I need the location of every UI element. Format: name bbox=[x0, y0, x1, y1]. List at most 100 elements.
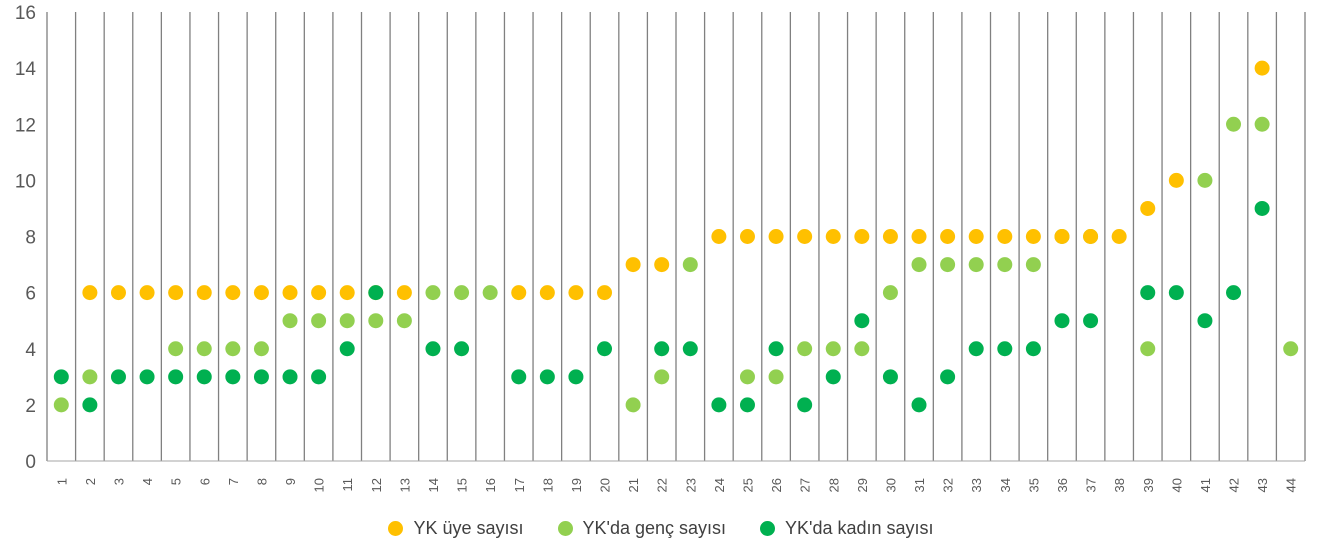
y-tick-label: 16 bbox=[15, 3, 36, 24]
y-tick-label: 14 bbox=[15, 59, 37, 80]
x-tick-label: 14 bbox=[426, 478, 441, 492]
legend-marker-kadin bbox=[760, 521, 776, 536]
data-point bbox=[911, 229, 927, 244]
data-point bbox=[968, 229, 984, 244]
data-point bbox=[196, 285, 212, 301]
x-tick-label: 7 bbox=[226, 478, 241, 485]
x-tick-label: 4 bbox=[140, 478, 155, 485]
x-tick-label: 26 bbox=[769, 478, 784, 492]
x-tick-label: 1 bbox=[54, 478, 69, 485]
legend-marker-genc bbox=[557, 521, 573, 536]
data-point bbox=[225, 369, 241, 385]
data-point bbox=[454, 341, 470, 357]
data-point bbox=[339, 285, 355, 301]
data-point bbox=[682, 257, 698, 273]
data-point bbox=[168, 285, 184, 301]
data-point bbox=[768, 369, 784, 385]
chart-legend: YK üye sayısı YK'da genç sayısı YK'da ka… bbox=[0, 518, 1322, 539]
legend-item-kadin: YK'da kadın sayısı bbox=[760, 518, 934, 539]
data-point bbox=[882, 229, 898, 244]
x-tick-label: 22 bbox=[655, 478, 670, 492]
x-tick-label: 23 bbox=[683, 478, 698, 492]
data-point bbox=[1054, 229, 1070, 244]
data-point bbox=[282, 313, 298, 329]
data-point bbox=[797, 341, 813, 357]
data-point bbox=[568, 285, 584, 301]
data-point bbox=[682, 341, 698, 357]
data-point bbox=[225, 285, 241, 301]
data-point bbox=[1140, 200, 1156, 216]
data-point bbox=[339, 313, 355, 329]
data-point bbox=[568, 369, 584, 385]
y-tick-label: 10 bbox=[15, 171, 36, 192]
data-point bbox=[282, 369, 298, 385]
data-point bbox=[1254, 116, 1270, 132]
x-tick-label: 13 bbox=[397, 478, 412, 492]
data-point bbox=[253, 369, 269, 385]
data-point bbox=[1168, 172, 1184, 188]
data-point bbox=[1111, 229, 1127, 244]
x-tick-label: 41 bbox=[1198, 478, 1213, 492]
data-point bbox=[511, 285, 527, 301]
data-point bbox=[940, 257, 956, 273]
data-point bbox=[1083, 229, 1099, 244]
data-point bbox=[196, 341, 212, 357]
data-point bbox=[825, 229, 841, 244]
data-point bbox=[968, 257, 984, 273]
x-tick-label: 17 bbox=[512, 478, 527, 492]
data-point bbox=[1254, 200, 1270, 216]
legend-label-kadin: YK'da kadın sayısı bbox=[785, 518, 934, 538]
x-tick-label: 30 bbox=[883, 478, 898, 492]
data-point bbox=[53, 369, 69, 385]
data-point bbox=[940, 369, 956, 385]
legend-marker-uye bbox=[388, 521, 404, 536]
data-point bbox=[854, 313, 870, 329]
data-point bbox=[339, 341, 355, 357]
data-point bbox=[1140, 341, 1156, 357]
data-point bbox=[139, 369, 155, 385]
x-tick-label: 20 bbox=[598, 478, 613, 492]
x-tick-label: 35 bbox=[1026, 478, 1041, 492]
x-tick-label: 44 bbox=[1284, 478, 1299, 492]
data-point bbox=[711, 397, 727, 413]
x-tick-label: 15 bbox=[455, 478, 470, 492]
data-point bbox=[1140, 285, 1156, 301]
data-point bbox=[854, 229, 870, 244]
x-tick-label: 40 bbox=[1169, 478, 1184, 492]
data-point bbox=[82, 285, 98, 301]
x-tick-label: 19 bbox=[569, 478, 584, 492]
x-tick-label: 11 bbox=[340, 478, 355, 492]
x-tick-label: 34 bbox=[998, 478, 1013, 492]
data-point bbox=[711, 229, 727, 244]
data-point bbox=[82, 369, 98, 385]
x-tick-label: 8 bbox=[254, 478, 269, 485]
data-point bbox=[882, 369, 898, 385]
data-point bbox=[825, 341, 841, 357]
data-point bbox=[53, 397, 69, 413]
data-point bbox=[82, 397, 98, 413]
data-point bbox=[625, 257, 641, 273]
data-point bbox=[1025, 341, 1041, 357]
data-point bbox=[739, 397, 755, 413]
data-point bbox=[539, 285, 555, 301]
x-tick-label: 27 bbox=[798, 478, 813, 492]
data-point bbox=[825, 369, 841, 385]
data-point bbox=[597, 285, 613, 301]
data-point bbox=[1197, 313, 1213, 329]
data-point bbox=[425, 341, 441, 357]
data-point bbox=[196, 369, 212, 385]
x-tick-label: 9 bbox=[283, 478, 298, 485]
x-tick-label: 21 bbox=[626, 478, 641, 492]
data-point bbox=[110, 285, 126, 301]
data-point bbox=[911, 257, 927, 273]
data-point bbox=[168, 369, 184, 385]
legend-item-genc: YK'da genç sayısı bbox=[557, 518, 726, 539]
data-point bbox=[654, 341, 670, 357]
data-point bbox=[253, 341, 269, 357]
y-tick-label: 8 bbox=[25, 228, 36, 249]
data-point bbox=[654, 257, 670, 273]
data-point bbox=[311, 369, 327, 385]
data-point bbox=[1283, 341, 1299, 357]
x-tick-label: 2 bbox=[83, 478, 98, 485]
